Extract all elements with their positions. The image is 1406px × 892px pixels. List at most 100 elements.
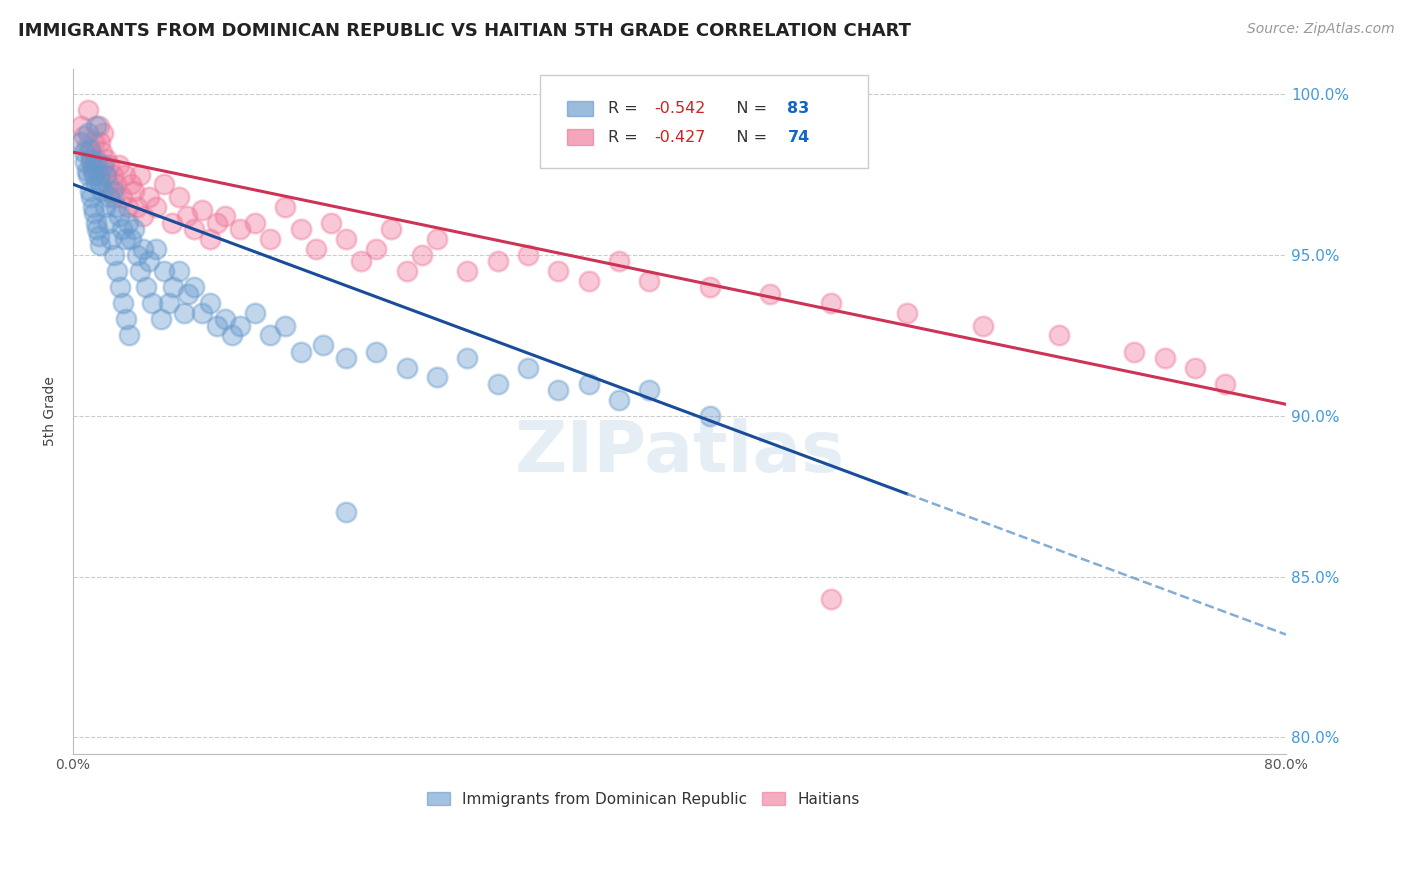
Point (972, 318, 994, 333)
Point (103, 248, 125, 262)
Point (366, 344, 388, 359)
Point (89, 136, 111, 150)
Point (135, 280, 157, 294)
Point (638, 274, 661, 288)
Point (259, 328, 281, 343)
Point (90, 145, 112, 160)
Point (290, 222, 312, 236)
Point (94, 200, 117, 214)
Point (132, 210, 155, 224)
Point (516, 248, 538, 262)
Point (118, 328, 141, 343)
Point (426, 370, 449, 384)
Point (177, 286, 200, 301)
Point (93, 158, 115, 172)
Point (128, 168, 150, 182)
Point (395, 264, 418, 278)
Point (173, 306, 195, 320)
Point (97, 216, 120, 230)
Point (112, 296, 135, 310)
Text: R =: R = (607, 101, 643, 116)
Point (101, 168, 124, 182)
Point (107, 158, 129, 172)
Point (120, 178, 142, 192)
Point (578, 274, 600, 288)
Point (395, 360, 418, 375)
Point (122, 184, 145, 198)
Point (145, 242, 167, 256)
Point (104, 200, 127, 214)
Point (69, 120, 91, 134)
Point (162, 280, 184, 294)
Point (84, 178, 107, 192)
Point (104, 178, 127, 192)
Point (699, 280, 721, 294)
Point (205, 216, 228, 230)
Point (547, 383, 569, 397)
Point (114, 232, 136, 246)
Point (486, 376, 509, 391)
Point (98, 158, 121, 172)
Point (150, 312, 173, 326)
Point (89, 178, 111, 192)
Point (191, 202, 214, 217)
Point (96, 152, 118, 166)
Point (319, 216, 342, 230)
FancyBboxPatch shape (540, 75, 868, 168)
Point (350, 254, 373, 268)
Point (456, 264, 478, 278)
Point (607, 254, 630, 268)
Point (516, 360, 538, 375)
Point (77, 103, 100, 118)
Point (108, 280, 131, 294)
Point (100, 184, 122, 198)
Point (103, 190, 125, 204)
Point (77, 168, 100, 182)
Point (141, 296, 163, 310)
Point (83, 136, 105, 150)
Point (75, 154, 97, 169)
Point (73, 145, 96, 160)
Point (456, 351, 478, 365)
Point (73, 129, 96, 144)
Point (93, 126, 115, 140)
Point (214, 312, 236, 326)
Point (82, 161, 104, 176)
Point (69, 136, 91, 150)
Point (125, 200, 148, 214)
Text: N =: N = (721, 129, 772, 145)
Point (120, 232, 142, 246)
Point (89, 238, 111, 252)
Point (198, 296, 221, 310)
Point (699, 409, 721, 423)
Point (110, 222, 132, 236)
Point (1184, 360, 1206, 375)
Point (274, 318, 297, 333)
Point (83, 206, 105, 220)
Point (76, 164, 98, 178)
Point (229, 318, 252, 333)
Point (138, 254, 160, 268)
Point (486, 254, 509, 268)
Point (90, 184, 112, 198)
Point (157, 296, 180, 310)
Point (1153, 351, 1175, 365)
Point (79, 184, 101, 198)
Point (312, 338, 335, 352)
Y-axis label: 5th Grade: 5th Grade (44, 376, 58, 446)
Point (117, 216, 139, 230)
Point (82, 200, 104, 214)
Point (87, 228, 110, 243)
Point (335, 232, 357, 246)
Point (114, 168, 136, 182)
Point (138, 190, 160, 204)
Point (128, 264, 150, 278)
Point (84, 216, 107, 230)
Text: IMMIGRANTS FROM DOMINICAN REPUBLIC VS HAITIAN 5TH GRADE CORRELATION CHART: IMMIGRANTS FROM DOMINICAN REPUBLIC VS HA… (18, 22, 911, 40)
Point (153, 264, 176, 278)
Point (79, 145, 101, 160)
Point (820, 296, 842, 310)
Point (115, 312, 138, 326)
Point (243, 306, 266, 320)
Point (77, 126, 100, 140)
